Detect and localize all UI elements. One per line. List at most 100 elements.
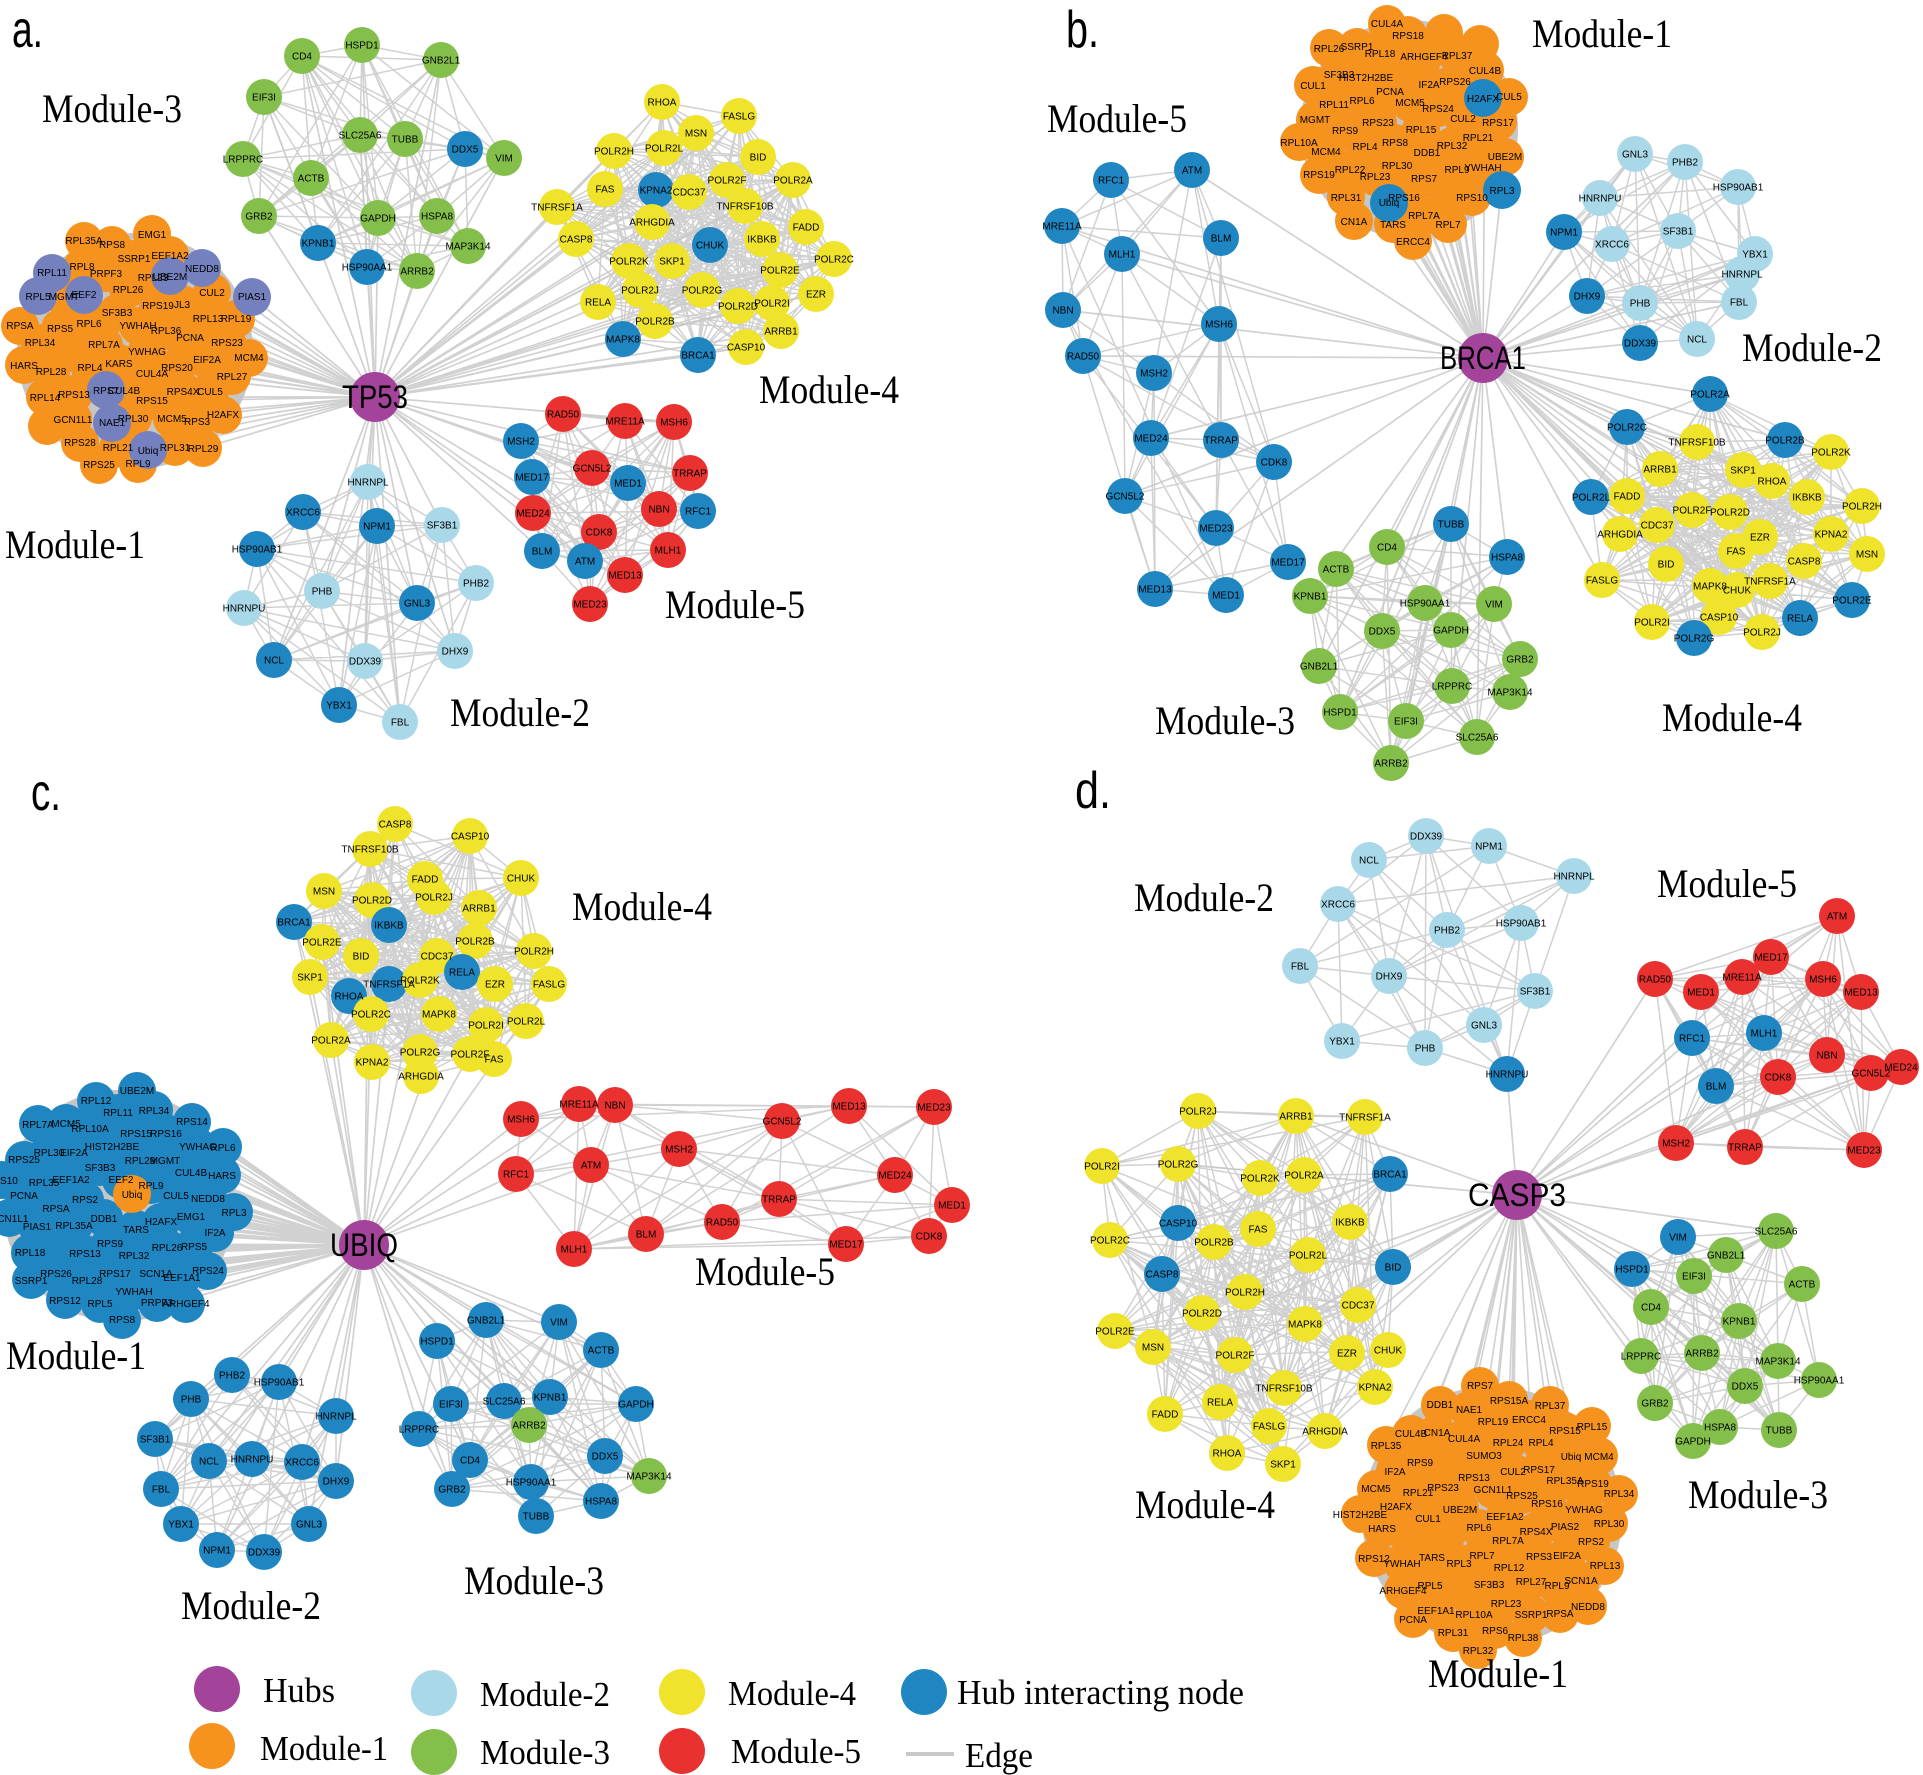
svg-text:HSP90AB1: HSP90AB1 — [232, 545, 283, 556]
svg-text:MSH6: MSH6 — [1205, 320, 1233, 331]
svg-text:RPL30: RPL30 — [118, 414, 149, 425]
svg-text:POLR2A: POLR2A — [1690, 390, 1730, 401]
svg-text:RPL34: RPL34 — [1604, 1489, 1635, 1500]
svg-text:ARRB2: ARRB2 — [1685, 1349, 1719, 1360]
svg-text:RPS12: RPS12 — [49, 1296, 81, 1307]
svg-text:PIAS2: PIAS2 — [1551, 1522, 1580, 1533]
svg-text:RPL5: RPL5 — [87, 1299, 112, 1310]
svg-text:MRE11A: MRE11A — [1722, 973, 1762, 984]
svg-text:DDB1: DDB1 — [1414, 148, 1441, 159]
svg-text:BRCA1: BRCA1 — [277, 918, 311, 929]
svg-text:RPS7: RPS7 — [93, 386, 120, 397]
svg-text:BRCA1: BRCA1 — [1373, 1170, 1407, 1181]
svg-text:MED1: MED1 — [614, 479, 642, 490]
svg-text:EIF2A: EIF2A — [1553, 1551, 1581, 1562]
svg-text:LRPPRC: LRPPRC — [223, 155, 264, 166]
svg-text:ERCC4: ERCC4 — [1512, 1415, 1546, 1426]
svg-text:RPS8: RPS8 — [109, 1315, 136, 1326]
svg-text:Module-5: Module-5 — [1657, 861, 1797, 906]
svg-text:IKBKB: IKBKB — [1792, 493, 1822, 504]
svg-text:CUL4A: CUL4A — [1371, 19, 1404, 30]
svg-text:Module-3: Module-3 — [1688, 1472, 1828, 1517]
svg-text:KPNA2: KPNA2 — [1359, 1383, 1392, 1394]
svg-text:SSRP1: SSRP1 — [15, 1276, 48, 1287]
svg-text:POLR2C: POLR2C — [351, 1010, 391, 1021]
svg-text:FBL: FBL — [1291, 962, 1310, 973]
svg-text:DHX9: DHX9 — [442, 647, 469, 658]
svg-text:RPS24: RPS24 — [1422, 104, 1454, 115]
svg-text:RPL32: RPL32 — [1437, 141, 1468, 152]
svg-text:RPS15: RPS15 — [136, 396, 168, 407]
svg-text:MSN: MSN — [1856, 550, 1878, 561]
svg-text:KPNB1: KPNB1 — [534, 1393, 567, 1404]
svg-text:POLR2G: POLR2G — [1674, 634, 1715, 645]
svg-text:MAPK8: MAPK8 — [422, 1010, 456, 1021]
svg-text:Module-2: Module-2 — [1134, 875, 1274, 920]
svg-text:LRPPRC: LRPPRC — [399, 1425, 440, 1436]
svg-text:MED17: MED17 — [1271, 558, 1305, 569]
svg-text:RPL23: RPL23 — [1360, 172, 1391, 183]
svg-text:POLR2C: POLR2C — [814, 255, 854, 266]
svg-text:BLM: BLM — [1706, 1082, 1727, 1093]
svg-text:RPS3: RPS3 — [1526, 1552, 1553, 1563]
svg-text:HSP90AA1: HSP90AA1 — [1400, 599, 1451, 610]
svg-text:RPL7: RPL7 — [1435, 220, 1460, 231]
svg-text:POLR2G: POLR2G — [1158, 1160, 1199, 1171]
svg-text:c.: c. — [31, 764, 61, 822]
svg-text:POLR2D: POLR2D — [352, 896, 392, 907]
svg-text:PCNA: PCNA — [1399, 1615, 1427, 1626]
svg-text:RPS5: RPS5 — [47, 324, 74, 335]
svg-text:UBE2M: UBE2M — [153, 272, 187, 283]
svg-text:RPL9: RPL9 — [1444, 165, 1469, 176]
svg-text:EIF3I: EIF3I — [439, 1400, 463, 1411]
svg-text:RPS4X: RPS4X — [167, 387, 200, 398]
svg-text:ATM: ATM — [575, 557, 595, 568]
svg-text:RPL21: RPL21 — [103, 443, 134, 454]
svg-text:POLR2L: POLR2L — [1572, 493, 1611, 504]
svg-text:DDX5: DDX5 — [1369, 627, 1396, 638]
svg-text:CASP8: CASP8 — [379, 820, 412, 831]
svg-text:MED23: MED23 — [1847, 1146, 1881, 1157]
svg-text:HNRNPL: HNRNPL — [1553, 872, 1595, 883]
svg-text:MED17: MED17 — [829, 1240, 863, 1251]
svg-text:SCN1A: SCN1A — [139, 1269, 173, 1280]
svg-text:RPS25: RPS25 — [83, 460, 115, 471]
svg-text:RPL15: RPL15 — [1577, 1422, 1608, 1433]
svg-text:HSPA8: HSPA8 — [585, 1497, 617, 1508]
svg-text:RPL30: RPL30 — [1382, 161, 1413, 172]
svg-text:NCL: NCL — [1359, 856, 1379, 867]
svg-text:Module-3: Module-3 — [464, 1558, 604, 1603]
svg-text:POLR2B: POLR2B — [1765, 436, 1805, 447]
svg-text:IF2A: IF2A — [1418, 80, 1439, 91]
svg-text:EIF3I: EIF3I — [252, 93, 276, 104]
svg-text:SKP1: SKP1 — [659, 257, 685, 268]
svg-text:HNRNPU: HNRNPU — [1579, 194, 1622, 205]
svg-text:FASLG: FASLG — [1586, 576, 1618, 587]
svg-text:DDX5: DDX5 — [452, 145, 479, 156]
svg-text:GRB2: GRB2 — [245, 212, 273, 223]
svg-text:EEF1A2: EEF1A2 — [1486, 1512, 1524, 1523]
svg-text:a.: a. — [12, 1, 43, 59]
svg-text:H2AFX: H2AFX — [1467, 94, 1500, 105]
svg-text:MLH1: MLH1 — [655, 546, 682, 557]
svg-text:MSH2: MSH2 — [1662, 1139, 1690, 1150]
svg-text:MAP3K14: MAP3K14 — [445, 242, 490, 253]
svg-text:PHB: PHB — [1415, 1044, 1436, 1055]
svg-text:RPL35A: RPL35A — [65, 236, 103, 247]
svg-text:MED1: MED1 — [938, 1201, 966, 1212]
svg-text:VIM: VIM — [1485, 600, 1503, 611]
svg-text:POLR2E: POLR2E — [760, 266, 800, 277]
svg-text:GRB2: GRB2 — [1506, 655, 1534, 666]
svg-text:MED24: MED24 — [1884, 1063, 1918, 1074]
svg-text:ARHGDIA: ARHGDIA — [629, 218, 675, 229]
svg-text:MED23: MED23 — [573, 600, 607, 611]
svg-text:HNRNPU: HNRNPU — [231, 1455, 274, 1466]
svg-text:ARHGDIA: ARHGDIA — [1597, 530, 1643, 541]
svg-text:Module-2: Module-2 — [450, 690, 590, 735]
svg-text:RPL3: RPL3 — [221, 1208, 246, 1219]
svg-text:MCM5: MCM5 — [51, 1119, 81, 1130]
svg-text:RPS8: RPS8 — [1382, 138, 1409, 149]
svg-text:Module-4: Module-4 — [759, 367, 899, 412]
svg-text:BID: BID — [1658, 560, 1675, 571]
svg-text:RPS28: RPS28 — [64, 438, 96, 449]
